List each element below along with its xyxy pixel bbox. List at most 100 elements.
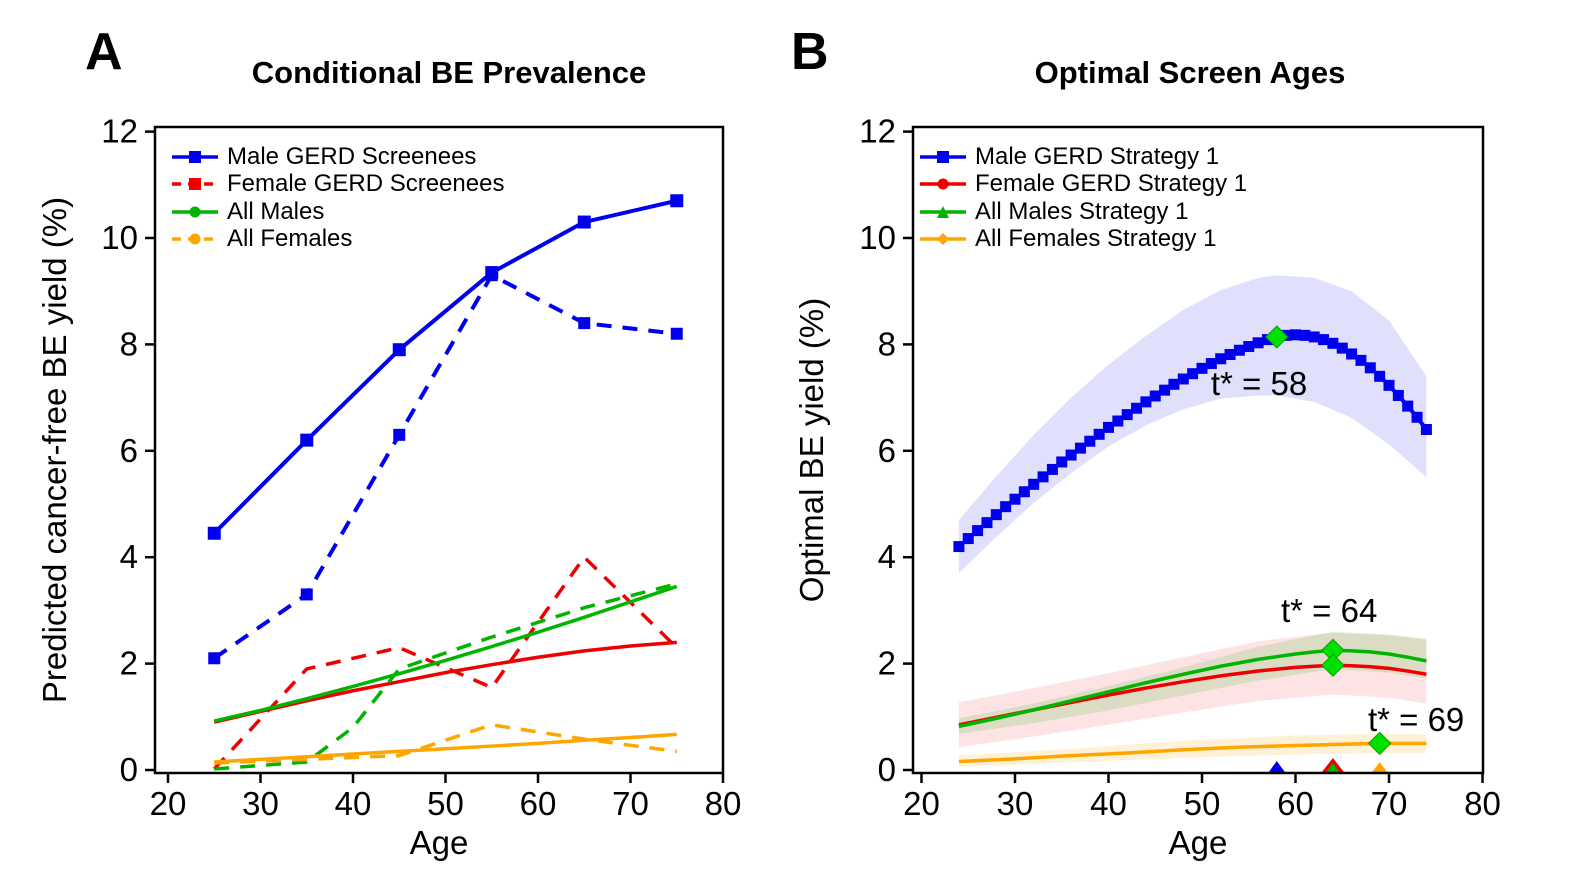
male-gerd-strategy-1-marker [1299,329,1311,341]
y-tick-label: 4 [120,538,138,575]
male-gerd-screenees-marker [485,266,499,280]
y-tick-label: 0 [120,751,138,788]
male-gerd-strategy-1-marker [1177,373,1189,385]
x-tick-label: 70 [1371,785,1408,822]
optimal-age-diamond-female-gerd-strategy-1 [1321,653,1345,677]
male-gerd-strategy-1-marker [1028,478,1040,490]
x-tick-label: 60 [520,785,557,822]
male-gerd-screenees-marker [207,526,221,540]
x-tick-label: 30 [997,785,1034,822]
legend-label: Male GERD Screenees [227,142,477,170]
panel-a-title: Conditional BE Prevalence [251,55,647,90]
y-tick-label: 12 [859,113,896,150]
male-gerd-strategy-1-marker [981,517,993,529]
y-tick-label: 2 [878,645,896,682]
legend-swatch [172,206,218,218]
x-tick-label: 80 [705,785,742,822]
male-gerd-strategy-1-marker [1205,358,1217,370]
all-males-solid-line [213,584,678,723]
legend-swatch [920,150,966,163]
male-gerd-strategy-1-marker [1355,354,1367,366]
male-gerd-strategy-1-marker [1364,362,1376,374]
y-tick-label: 6 [878,432,896,469]
male-gerd-strategy-1-marker [1215,353,1227,365]
annotation-t-star-64: t* = 64 [1280,591,1378,629]
all-females-dashed-line [214,723,677,765]
x-tick-label: 70 [612,785,649,822]
diamond-icon [937,233,949,246]
all-males-strategy-1-solid-line [958,648,1427,729]
all-males-strategy-1-confidence-band [958,631,1427,734]
x-tick-label: 80 [1464,785,1501,822]
legend-item-all-males: All Males [170,198,504,226]
axis-optimal-age-marker [1372,762,1388,772]
male-gerd-strategy-1-marker [1290,329,1301,341]
legend-swatch [920,178,966,190]
x-tick-label: 50 [1184,785,1221,822]
panel-b-xlabel: Age [1168,824,1228,861]
x-tick-label: 20 [903,785,940,822]
male-gerd-strategy-1-marker [1327,337,1339,349]
male-gerd-strategy-1-marker [1383,379,1395,391]
male-gerd-screenees-marker [300,588,313,601]
panel-a-plot: 20 30 40 50 60 70 80 0 2 4 6 8 10 12 [101,113,741,822]
female-gerd-strategy-1-confidence-band [958,632,1427,748]
male-gerd-strategy-1-marker [1056,456,1068,468]
male-gerd-strategy-1-marker [953,541,965,553]
male-gerd-strategy-1-marker [1336,342,1348,354]
male-gerd-screenees-marker [393,428,406,441]
legend-item-all-females-strategy-1: All Females Strategy 1 [918,226,1247,254]
male-gerd-strategy-1-marker [1046,463,1058,475]
circle-icon [937,178,949,190]
all-males-dashed-line [214,582,678,771]
y-tick-label: 10 [101,219,138,256]
male-gerd-strategy-1-marker [1074,442,1086,454]
male-gerd-screenees-marker [670,327,683,340]
male-gerd-strategy-1-marker [1009,493,1021,505]
y-tick-label: 6 [120,432,138,469]
male-gerd-strategy-1-marker [1084,435,1096,447]
legend-swatch [920,233,966,246]
legend-label: All Females Strategy 1 [975,225,1217,253]
legend-label: All Males Strategy 1 [975,197,1189,225]
x-tick-label: 60 [1277,785,1314,822]
circle-icon [189,233,201,245]
y-tick-label: 0 [878,751,896,788]
male-gerd-strategy-1-marker [1196,362,1208,374]
legend-item-female-gerd-screenees: Female GERD Screenees [170,171,504,199]
y-tick-label: 8 [878,325,896,362]
y-tick-label: 8 [120,325,138,362]
male-gerd-screenees-dashed-line [213,273,677,660]
male-gerd-strategy-1-marker [1392,389,1404,401]
male-gerd-strategy-1-marker [1103,421,1114,433]
male-gerd-screenees-marker [208,652,221,665]
triangle-icon [937,205,949,218]
male-gerd-strategy-1-marker [1131,402,1143,414]
male-gerd-screenees-solid-line [212,198,678,535]
all-females-solid-line [214,732,677,764]
legend-label: Female GERD Strategy 1 [975,170,1248,198]
male-gerd-screenees-marker [392,343,406,357]
panel-a-legend: Male GERD Screenees Female GERD Screenees… [170,143,504,253]
male-gerd-strategy-1-marker [1374,370,1386,382]
legend-item-male-gerd-strategy-1: Male GERD Strategy 1 [918,143,1247,171]
y-tick-label: 2 [120,645,138,682]
male-gerd-strategy-1-marker [1168,378,1180,390]
legend-item-all-males-strategy-1: All Males Strategy 1 [918,198,1247,226]
male-gerd-strategy-1-marker [1233,344,1245,356]
male-gerd-strategy-1-marker [990,509,1002,521]
legend-item-female-gerd-strategy-1: Female GERD Strategy 1 [918,171,1247,199]
x-tick-label: 30 [242,785,279,822]
male-gerd-strategy-1-marker [1243,341,1255,353]
male-gerd-strategy-1-marker [1121,409,1133,421]
legend-swatch [920,205,966,218]
panel-b-legend: Male GERD Strategy 1 Female GERD Strategy… [918,143,1247,253]
male-gerd-screenees-marker [578,317,591,330]
male-gerd-strategy-1-marker [1318,334,1330,346]
panel-b-letter: B [791,23,829,81]
male-gerd-strategy-1-confidence-band [958,275,1427,574]
male-gerd-screenees-marker [577,215,591,229]
male-gerd-strategy-1-marker [1252,337,1264,349]
male-gerd-strategy-1-marker [1112,415,1124,427]
